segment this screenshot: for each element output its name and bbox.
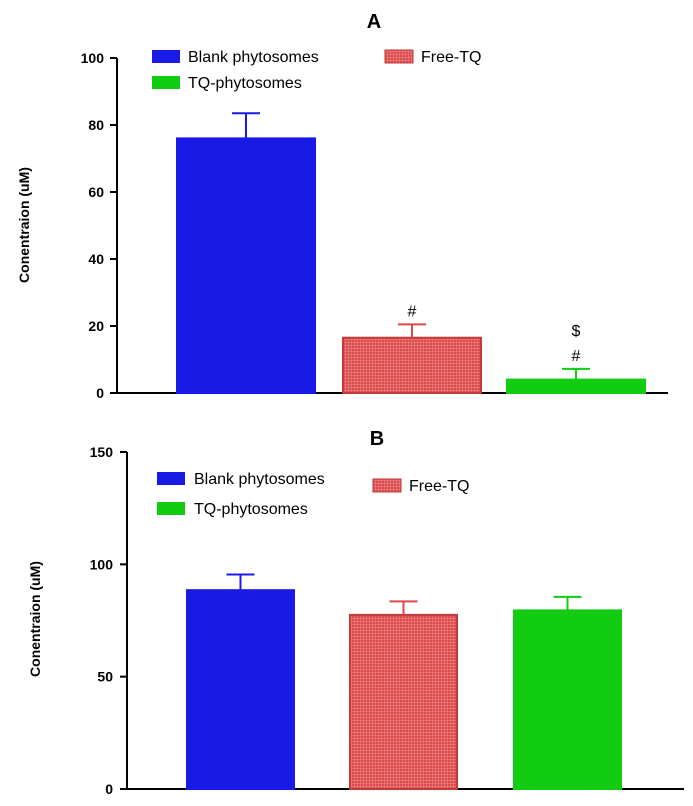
panel-b-y-tick-label: 50: [97, 669, 113, 685]
legend-label-tq-phytosomes: TQ-phytosomes: [188, 75, 302, 92]
panel-b-legend: Blank phytosomes Free-TQ TQ-phytosomes: [157, 471, 469, 518]
panel-b-title: B: [370, 428, 384, 450]
legend-swatch-tq-phytosomes: [157, 502, 185, 515]
panel-a-y-tick-label: 100: [81, 50, 105, 66]
panel-b-bar-tq-phytosomes: [513, 609, 622, 791]
panel-a-y-tick-label: 40: [88, 251, 104, 267]
panel-b-chart: B Blank phytosomes Free-TQ TQ-phytosomes…: [27, 428, 684, 797]
panel-a-bar-free-tq: [342, 336, 482, 395]
panel-a-chart: A Blank phytosomes Free-TQ TQ-phytosomes…: [16, 11, 668, 401]
panel-b-y-tick-label: 100: [90, 556, 114, 572]
legend-label-blank-phytosomes: Blank phytosomes: [194, 471, 325, 488]
panel-a-significance-tq-phytosomes: $: [572, 323, 581, 340]
panel-a-legend: Blank phytosomes Free-TQ TQ-phytosomes: [152, 49, 481, 92]
legend-label-tq-phytosomes: TQ-phytosomes: [194, 501, 308, 518]
panel-b-y-tick-label: 150: [90, 444, 114, 460]
legend-label-blank-phytosomes: Blank phytosomes: [188, 49, 319, 66]
panel-a-y-tick-label: 80: [88, 117, 104, 133]
panel-a-y-axis-label: Conentraion (uM): [16, 167, 32, 283]
panel-a-y-tick-label: 20: [88, 318, 104, 334]
panel-a-y-tick-label: 0: [96, 385, 104, 401]
legend-swatch-tq-phytosomes: [152, 76, 180, 89]
legend-label-free-tq: Free-TQ: [421, 49, 481, 66]
legend-swatch-blank-phytosomes: [157, 472, 185, 485]
legend-label-free-tq: Free-TQ: [409, 478, 469, 495]
legend-swatch-blank-phytosomes: [152, 50, 180, 63]
panel-a-significance-tq-phytosomes: #: [572, 348, 581, 365]
panel-a-bar-tq-phytosomes: [506, 378, 646, 395]
panel-a-title: A: [367, 11, 381, 33]
panel-a-significance-free-tq: #: [408, 303, 417, 320]
legend-swatch-free-tq: [372, 478, 402, 493]
panel-b-y-tick-label: 0: [105, 781, 113, 797]
legend-swatch-free-tq: [384, 49, 414, 64]
panel-b-y-axis-label: Conentraion (uM): [27, 561, 43, 677]
panel-a-y-tick-label: 60: [88, 184, 104, 200]
panel-b-bar-blank-phytosomes: [186, 589, 295, 790]
panel-a-bar-blank-phytosomes: [176, 137, 316, 394]
panel-b-bar-free-tq: [349, 613, 458, 791]
